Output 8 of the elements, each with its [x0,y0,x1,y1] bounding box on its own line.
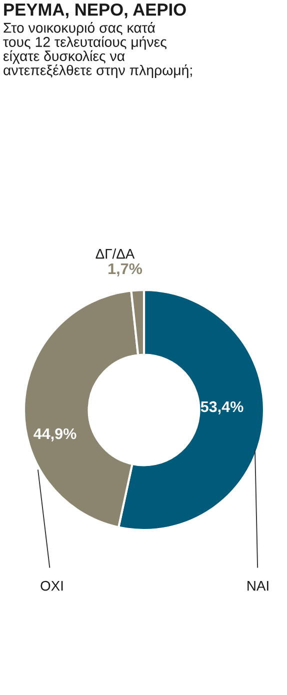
chart-subtitle: Στο νοικοκυριό σας κατά τους 12 τελευταίους μήνες είχατε δυσκολίες να αντεπεξέλθετε στην πληρωμή; [3,22,192,78]
chart-title: ΡΕΥΜΑ, ΝΕΡΟ, ΑΕΡΙΟ [4,3,186,18]
slice-label: ΔΓ/ΔΑ [96,248,135,259]
data-label: 44,9% [34,428,76,442]
data-label: 1,7% [108,263,142,276]
data-label: 53,4% [200,401,244,414]
slice-label: ΝΑΙ [248,581,268,591]
slice-label: ΟΧΙ [40,580,63,591]
